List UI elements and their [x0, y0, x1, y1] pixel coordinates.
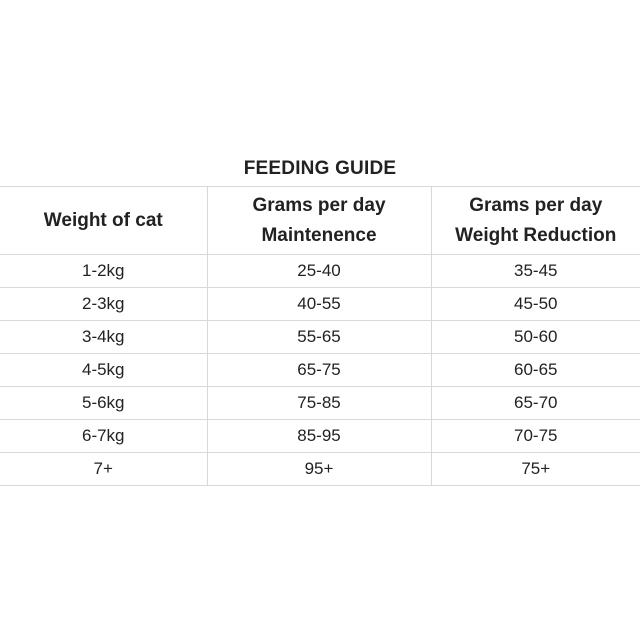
column-header-label: Grams per day	[469, 194, 603, 216]
cell-weight-reduction: 50-60	[430, 320, 640, 354]
column-header-sublabel: Weight Reduction	[455, 224, 617, 246]
cell-maintenance: 85-95	[206, 419, 432, 453]
table-row: 2-3kg 40-55 45-50	[0, 287, 640, 321]
cell-maintenance: 25-40	[206, 254, 432, 288]
column-header-label: Weight of cat	[43, 209, 163, 231]
table-row: 7+ 95+ 75+	[0, 452, 640, 486]
column-header-label: Grams per day	[252, 194, 386, 216]
table-row: 3-4kg 55-65 50-60	[0, 320, 640, 354]
feeding-guide-table: Weight of cat Grams per day Maintenence …	[0, 186, 640, 486]
cell-weight: 3-4kg	[0, 320, 208, 354]
cell-weight-reduction: 45-50	[430, 287, 640, 321]
column-header-sublabel: Maintenence	[261, 224, 377, 246]
column-header-weight-reduction: Grams per day Weight Reduction	[430, 186, 640, 255]
page-title: FEEDING GUIDE	[243, 158, 397, 179]
cell-weight: 5-6kg	[0, 386, 208, 420]
table-header-row: Weight of cat Grams per day Maintenence …	[0, 186, 640, 255]
cell-weight-reduction: 65-70	[430, 386, 640, 420]
cell-maintenance: 75-85	[206, 386, 432, 420]
column-header-maintenance: Grams per day Maintenence	[206, 186, 432, 255]
cell-weight-reduction: 35-45	[430, 254, 640, 288]
column-header-weight: Weight of cat	[0, 186, 208, 255]
cell-maintenance: 40-55	[206, 287, 432, 321]
cell-weight-reduction: 60-65	[430, 353, 640, 387]
cell-maintenance: 55-65	[206, 320, 432, 354]
cell-weight: 7+	[0, 452, 208, 486]
cell-maintenance: 65-75	[206, 353, 432, 387]
cell-weight: 2-3kg	[0, 287, 208, 321]
table-row: 6-7kg 85-95 70-75	[0, 419, 640, 453]
table-row: 5-6kg 75-85 65-70	[0, 386, 640, 420]
cell-weight-reduction: 75+	[430, 452, 640, 486]
table-row: 4-5kg 65-75 60-65	[0, 353, 640, 387]
cell-weight-reduction: 70-75	[430, 419, 640, 453]
table-row: 1-2kg 25-40 35-45	[0, 254, 640, 288]
cell-maintenance: 95+	[206, 452, 432, 486]
cell-weight: 1-2kg	[0, 254, 208, 288]
cell-weight: 6-7kg	[0, 419, 208, 453]
cell-weight: 4-5kg	[0, 353, 208, 387]
